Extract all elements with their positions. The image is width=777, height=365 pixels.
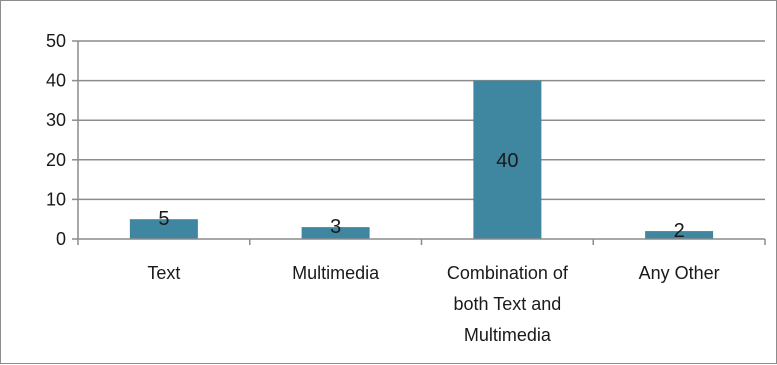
data-label: 5 [158,208,169,230]
x-category-label-line: Any Other [639,263,720,283]
x-category-label: Multimedia [292,263,380,283]
x-category-label: Combination of both Text and Multimedia [447,263,569,345]
x-category-label-line: Text [147,263,180,283]
x-category-label-line: both Text and [453,294,561,314]
data-labels: 5 3 40 2 [158,150,684,242]
y-tick-label: 0 [56,229,66,249]
x-category-label-line: Multimedia [292,263,380,283]
x-category-labels: Text Multimedia Combination of both Text an… [147,263,719,345]
x-category-label: Any Other [639,263,720,283]
y-tick-label: 10 [46,189,66,209]
y-tick-label: 40 [46,71,66,91]
axes [72,41,765,245]
data-label: 2 [674,220,685,242]
x-category-label-line: Combination of [447,263,569,283]
y-tick-label: 30 [46,110,66,130]
x-category-label-line: Multimedia [464,325,552,345]
x-category-label: Text [147,263,180,283]
y-tick-label: 50 [46,31,66,51]
data-label: 3 [330,216,341,238]
gridlines [78,41,765,199]
data-label: 40 [496,150,518,172]
y-tick-label: 20 [46,150,66,170]
y-tick-labels: 0 10 20 30 40 50 [46,31,66,249]
